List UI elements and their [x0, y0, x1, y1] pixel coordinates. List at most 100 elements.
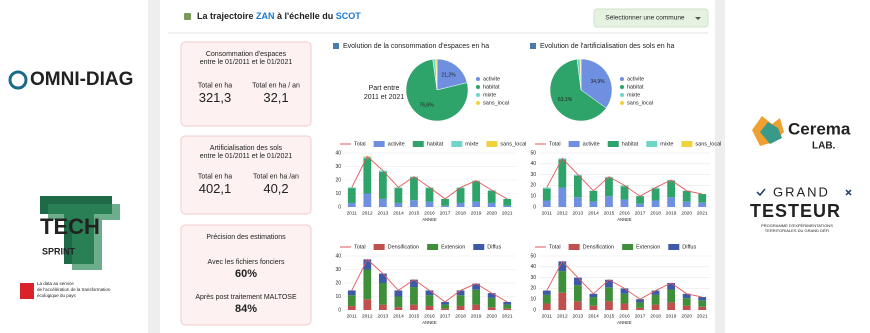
- kpi-value: 40,2: [263, 181, 288, 196]
- bar-segment: [394, 307, 403, 310]
- legend-label: sans_local: [483, 100, 509, 106]
- legend-swatch: [373, 244, 385, 250]
- x-tick-label: 2016: [619, 210, 630, 216]
- y-tick-label: 40: [530, 264, 536, 270]
- bar-segment: [394, 296, 403, 308]
- pie-slice: [435, 58, 438, 91]
- x-tick-label: 2011: [347, 313, 358, 319]
- x-tick-label: 2011: [542, 313, 553, 319]
- bar-segment: [441, 205, 449, 207]
- bar-segment: [347, 188, 356, 203]
- bar-segment: [667, 289, 676, 303]
- pie-slice: [405, 59, 469, 122]
- bar-segment: [542, 188, 551, 201]
- kpi-value: 60%: [235, 268, 257, 280]
- title-part: à l'échelle du: [275, 11, 336, 21]
- x-tick-label: 2017: [440, 210, 451, 216]
- legend-swatch: [568, 244, 580, 250]
- bar-segment: [573, 175, 582, 198]
- pie-center-label: 2011 et 2021: [364, 94, 404, 101]
- pie-label: 76,6%: [419, 103, 434, 109]
- bar-segment: [542, 303, 551, 310]
- bar-segment: [503, 308, 512, 310]
- bar-segment: [667, 302, 676, 310]
- bar-segment: [651, 187, 660, 189]
- x-tick-label: 2011: [542, 210, 553, 216]
- bar-segment: [425, 188, 434, 202]
- bar-segment: [651, 290, 660, 295]
- bar-segment: [573, 285, 582, 302]
- x-tick-label: 2014: [588, 210, 599, 216]
- commune-dropdown[interactable]: [593, 8, 709, 28]
- bar-segment: [589, 190, 598, 202]
- x-tick-label: 2020: [486, 210, 497, 216]
- bar-segment: [651, 188, 660, 201]
- legend-swatch: [622, 244, 634, 250]
- bar-segment: [456, 290, 465, 296]
- bar-segment: [605, 287, 613, 302]
- bar-segment: [589, 297, 598, 306]
- bar-segment: [472, 289, 481, 305]
- legend-label: Extension: [441, 244, 465, 250]
- y-tick-label: 10: [530, 297, 536, 303]
- bar-segment: [682, 190, 691, 202]
- dropdown-caret: [695, 17, 701, 20]
- x-tick-label: 2019: [666, 210, 677, 216]
- kpi-label: Après post traitement MALTOSE: [195, 294, 297, 301]
- x-tick-label: 2016: [424, 210, 435, 216]
- x-tick-label: 2016: [619, 313, 630, 319]
- bar-segment: [456, 305, 465, 310]
- bar-segment: [503, 301, 512, 305]
- bar-segment: [698, 202, 707, 207]
- x-tick-label: 2012: [557, 313, 568, 319]
- bar-segment: [394, 290, 403, 297]
- kpi-card: [180, 41, 312, 127]
- x-tick-label: 2014: [588, 313, 599, 319]
- x-tick-label: 2013: [573, 210, 584, 216]
- testeur-caption: PROGRAMME D'EXPÉRIMENTATIONS: [761, 223, 833, 228]
- legend-label: habitat: [622, 141, 639, 147]
- y-tick-label: 50: [530, 253, 536, 259]
- kpi-title: Artificialisation des sols: [210, 145, 283, 152]
- dropdown-label: Sélectionner une commune: [605, 15, 685, 22]
- bar-segment: [425, 201, 434, 207]
- y-tick-label: 20: [335, 280, 341, 286]
- legend-swatch: [473, 244, 485, 250]
- kpi-title: entre le 01/2011 et le 01/2021: [200, 153, 293, 160]
- pie-label: 63,1%: [558, 97, 573, 103]
- bar-segment: [363, 299, 372, 310]
- bar-segment: [487, 190, 496, 203]
- legend-label: habitat: [483, 84, 500, 90]
- pie-slice: [436, 58, 468, 91]
- bar-segment: [682, 305, 691, 310]
- x-tick-label: 2020: [486, 313, 497, 319]
- x-tick-label: 2019: [471, 210, 482, 216]
- x-tick-label: 2021: [697, 210, 708, 216]
- bar-segment: [363, 158, 372, 194]
- x-tick-label: 2015: [409, 313, 420, 319]
- x-tick-label: 2018: [455, 210, 466, 216]
- bar-segment: [394, 202, 403, 207]
- legend-swatch: [646, 141, 658, 147]
- bar-segment: [394, 188, 403, 203]
- omni-logo-text: OMNI-DIAG: [30, 69, 133, 90]
- bar-segment: [620, 293, 629, 304]
- x-tick-label: 2018: [455, 313, 466, 319]
- bar-segment: [441, 301, 449, 305]
- bar-segment: [558, 187, 567, 207]
- y-tick-label: 40: [530, 161, 536, 167]
- pie-slice: [549, 58, 607, 122]
- legend-label: Total: [549, 141, 561, 147]
- y-tick-label: 50: [530, 150, 536, 156]
- cerema-text: Cerema: [788, 119, 851, 138]
- bar-segment: [410, 200, 418, 207]
- bar-segment: [651, 200, 660, 207]
- check-mark: [756, 188, 766, 197]
- title-part: La trajectoire: [197, 11, 256, 21]
- x-axis-title: ANNEE: [617, 217, 632, 222]
- bar-segment: [425, 290, 434, 296]
- total-line: [546, 157, 703, 197]
- legend-label: habitat: [627, 84, 644, 90]
